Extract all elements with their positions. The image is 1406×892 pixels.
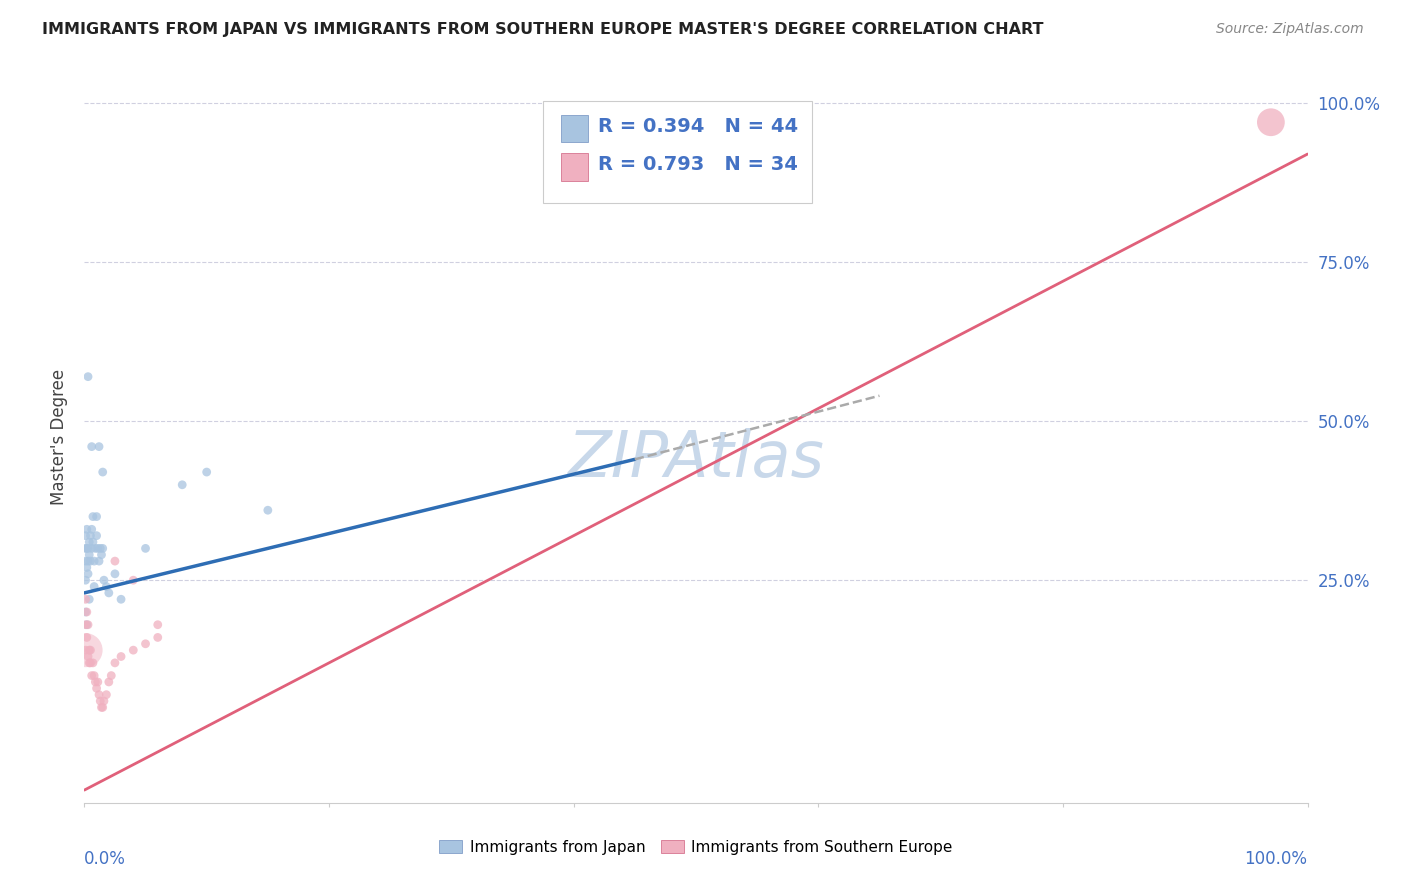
Text: IMMIGRANTS FROM JAPAN VS IMMIGRANTS FROM SOUTHERN EUROPE MASTER'S DEGREE CORRELA: IMMIGRANTS FROM JAPAN VS IMMIGRANTS FROM… — [42, 22, 1043, 37]
Point — [135, 541, 157, 556]
Point — [97, 586, 120, 600]
Point — [77, 566, 100, 581]
Point — [80, 522, 103, 536]
Point — [86, 681, 108, 696]
Point — [82, 509, 104, 524]
Point — [79, 656, 101, 670]
Point — [77, 656, 100, 670]
Point — [76, 631, 98, 645]
Text: 100.0%: 100.0% — [1244, 850, 1308, 868]
Point — [77, 541, 100, 556]
Point — [83, 580, 105, 594]
Point — [79, 554, 101, 568]
Text: R = 0.793   N = 34: R = 0.793 N = 34 — [598, 155, 799, 175]
Point — [77, 548, 100, 562]
Point — [96, 688, 118, 702]
Point — [104, 656, 127, 670]
Point — [89, 694, 111, 708]
Point — [89, 541, 111, 556]
FancyBboxPatch shape — [561, 153, 588, 181]
Point — [82, 656, 104, 670]
Point — [90, 700, 112, 714]
Point — [110, 649, 132, 664]
Legend: Immigrants from Japan, Immigrants from Southern Europe: Immigrants from Japan, Immigrants from S… — [433, 834, 959, 861]
Point — [75, 605, 97, 619]
Point — [82, 535, 104, 549]
Point — [75, 643, 97, 657]
Text: Source: ZipAtlas.com: Source: ZipAtlas.com — [1216, 22, 1364, 37]
Point — [96, 580, 118, 594]
FancyBboxPatch shape — [561, 114, 588, 143]
Point — [91, 465, 114, 479]
Point — [257, 503, 280, 517]
Point — [76, 522, 98, 536]
Point — [80, 440, 103, 454]
Point — [146, 631, 169, 645]
Point — [79, 529, 101, 543]
Point — [77, 554, 100, 568]
Text: R = 0.394   N = 44: R = 0.394 N = 44 — [598, 117, 799, 136]
Y-axis label: Master's Degree: Master's Degree — [51, 369, 69, 505]
FancyBboxPatch shape — [543, 101, 813, 203]
Point — [1260, 115, 1282, 129]
Point — [75, 573, 97, 587]
Point — [79, 643, 101, 657]
Point — [77, 617, 100, 632]
Point — [93, 694, 115, 708]
Point — [84, 541, 107, 556]
Point — [172, 477, 194, 491]
Point — [86, 509, 108, 524]
Point — [195, 465, 218, 479]
Point — [87, 440, 110, 454]
Point — [77, 535, 100, 549]
Point — [75, 554, 97, 568]
Point — [104, 566, 127, 581]
Point — [83, 668, 105, 682]
Point — [91, 700, 114, 714]
Text: ZIPAtlas: ZIPAtlas — [568, 428, 824, 490]
Point — [76, 560, 98, 574]
Point — [80, 541, 103, 556]
Point — [76, 541, 98, 556]
Point — [86, 529, 108, 543]
Point — [84, 675, 107, 690]
Point — [77, 643, 100, 657]
Point — [91, 541, 114, 556]
Point — [122, 573, 145, 587]
Point — [77, 369, 100, 384]
Text: 0.0%: 0.0% — [84, 850, 127, 868]
Point — [75, 592, 97, 607]
Point — [75, 643, 97, 657]
Point — [110, 592, 132, 607]
Point — [100, 668, 122, 682]
Point — [87, 541, 110, 556]
Point — [83, 554, 105, 568]
Point — [75, 541, 97, 556]
Point — [104, 554, 127, 568]
Point — [77, 649, 100, 664]
Point — [97, 675, 120, 690]
Point — [75, 617, 97, 632]
Point — [93, 573, 115, 587]
Point — [76, 605, 98, 619]
Point — [75, 529, 97, 543]
Point — [76, 617, 98, 632]
Point — [90, 548, 112, 562]
Point — [80, 668, 103, 682]
Point — [146, 617, 169, 632]
Point — [87, 554, 110, 568]
Point — [87, 688, 110, 702]
Point — [77, 592, 100, 607]
Point — [122, 643, 145, 657]
Point — [135, 637, 157, 651]
Point — [87, 675, 110, 690]
